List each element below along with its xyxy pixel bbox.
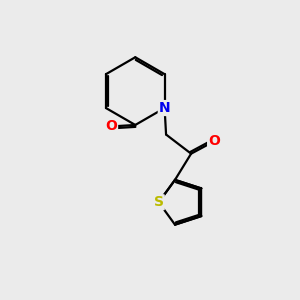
Text: N: N (159, 101, 170, 115)
Text: S: S (154, 195, 164, 209)
Text: O: O (208, 134, 220, 148)
Text: O: O (105, 119, 117, 134)
